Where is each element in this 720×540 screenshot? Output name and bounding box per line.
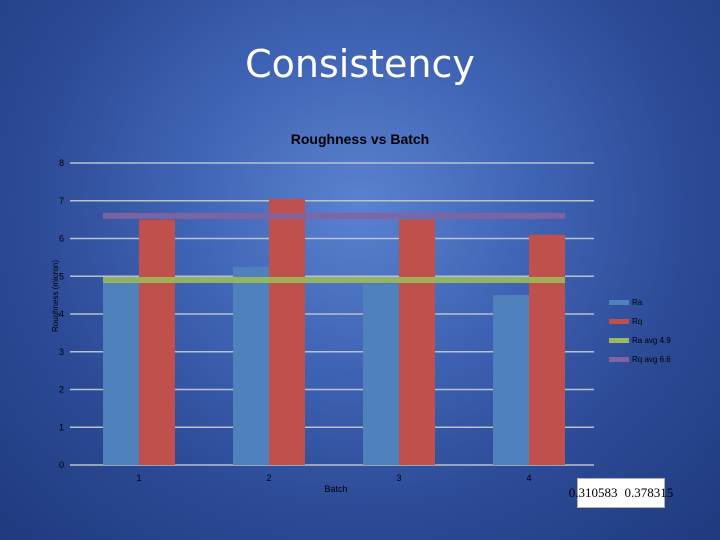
stats-box: 0.310583 0.378315 xyxy=(569,478,673,508)
average-lines xyxy=(103,212,565,284)
stats-value-2: 0.378315 xyxy=(624,485,674,500)
y-tick-label-1: 1 xyxy=(59,422,64,432)
bars xyxy=(103,198,565,466)
legend-label-4: Rq avg 6.6 xyxy=(632,355,671,364)
y-tick-label-0: 0 xyxy=(59,460,64,470)
y-tick-labels: 0 1 2 3 4 5 6 7 8 xyxy=(59,158,64,470)
bar-rq-1 xyxy=(139,219,175,465)
x-axis-label: Batch xyxy=(324,484,347,494)
bar-ra-3 xyxy=(363,283,399,465)
chart-title: Roughness vs Batch xyxy=(291,131,429,147)
legend-swatch-4 xyxy=(609,357,629,362)
x-tick-label-3: 3 xyxy=(396,473,401,483)
y-tick-label-2: 2 xyxy=(59,385,64,395)
legend-swatch-2 xyxy=(609,319,629,324)
y-tick-label-5: 5 xyxy=(59,271,64,281)
legend-label-3: Ra avg 4.9 xyxy=(632,336,671,345)
bar-rq-3 xyxy=(399,219,435,465)
x-tick-label-2: 2 xyxy=(266,473,271,483)
bar-rq-4 xyxy=(529,234,565,465)
legend-label-2: Rq xyxy=(632,317,642,326)
stats-value-1: 0.310583 xyxy=(568,485,618,500)
bar-ra-1 xyxy=(103,281,139,465)
bar-ra-2 xyxy=(233,266,269,465)
y-tick-label-3: 3 xyxy=(59,347,64,357)
legend-label-1: Ra xyxy=(632,298,643,307)
bar-rq-2 xyxy=(269,198,305,466)
legend-swatch-3 xyxy=(609,338,629,343)
slide-title: Consistency xyxy=(245,42,475,86)
legend-swatch-1 xyxy=(609,300,629,305)
y-tick-label-6: 6 xyxy=(59,234,64,244)
y-tick-label-8: 8 xyxy=(59,158,64,168)
legend: Ra Rq Ra avg 4.9 Rq avg 6.6 xyxy=(609,298,671,364)
y-axis-label: Roughness (micron) xyxy=(51,260,60,332)
x-tick-labels: 1 2 3 4 xyxy=(136,473,531,483)
bar-ra-4 xyxy=(493,295,529,465)
y-tick-label-7: 7 xyxy=(59,196,64,206)
x-tick-label-1: 1 xyxy=(136,473,141,483)
x-tick-label-4: 4 xyxy=(526,473,531,483)
y-tick-label-4: 4 xyxy=(59,309,64,319)
